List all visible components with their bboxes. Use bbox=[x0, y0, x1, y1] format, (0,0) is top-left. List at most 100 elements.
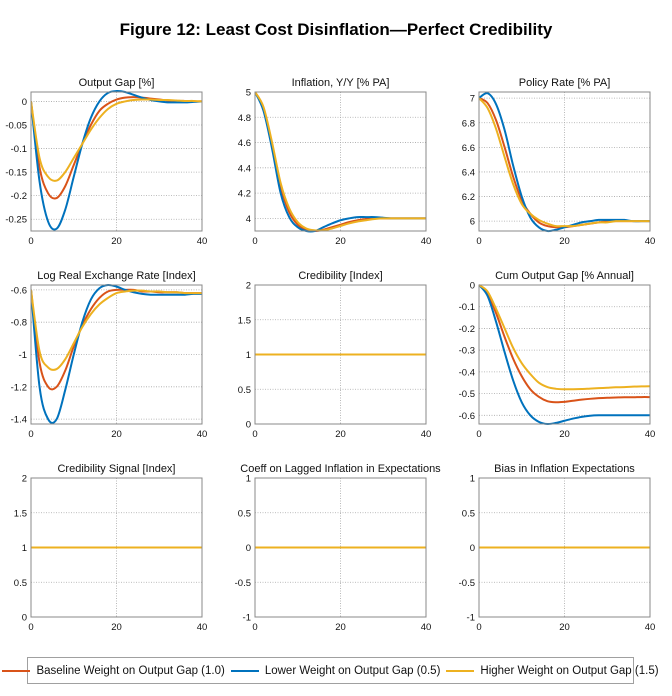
y-tick-label: 2 bbox=[246, 281, 251, 292]
y-tick-label: -0.5 bbox=[235, 578, 251, 589]
figure-title: Figure 12: Least Cost Disinflation—Perfe… bbox=[119, 20, 553, 39]
axes-box bbox=[254, 477, 427, 618]
axes-box bbox=[478, 284, 651, 425]
subplot-title: Log Real Exchange Rate [Index] bbox=[37, 270, 195, 282]
x-tick-label: 40 bbox=[645, 429, 656, 440]
series-line-lower bbox=[31, 90, 202, 231]
y-tick-label: -0.1 bbox=[11, 144, 27, 155]
y-tick-label: -0.8 bbox=[11, 318, 27, 329]
y-tick-label: 4.4 bbox=[238, 163, 251, 174]
x-tick-label: 20 bbox=[335, 429, 346, 440]
subplot-4: 0 20 40 -0.6 -0.8 -1 -1.2 -1.4 Log Real Exchange… bbox=[11, 270, 208, 440]
y-tick-label: -0.2 bbox=[11, 191, 27, 202]
y-tick-label: 4.8 bbox=[238, 113, 251, 124]
x-tick-label: 0 bbox=[252, 622, 257, 633]
legend-label-lower: Lower Weight on Output Gap (0.5) bbox=[264, 664, 441, 677]
subplot-9: 0 20 40 1 0.5 0 -0.5 -1 Bias in Inflation Expect… bbox=[459, 463, 656, 633]
y-tick-label: -1 bbox=[19, 350, 27, 361]
y-tick-label: 0.5 bbox=[14, 578, 27, 589]
x-tick-label: 0 bbox=[252, 236, 257, 247]
x-tick-label: 0 bbox=[476, 622, 481, 633]
x-tick-label: 40 bbox=[645, 236, 656, 247]
subplot-7: 0 20 40 2 1.5 1 0.5 0 Credibility Signal [Index] bbox=[14, 463, 208, 633]
subplot-title: Output Gap [%] bbox=[79, 77, 155, 89]
legend-label-higher: Higher Weight on Output Gap (1.5) bbox=[480, 664, 659, 677]
y-tick-label: 0 bbox=[470, 543, 475, 554]
x-tick-label: 20 bbox=[559, 429, 570, 440]
subplot-1: 0 20 40 0 -0.05 -0.1 -0.15 -0.2 -0.25 Output Gap … bbox=[5, 77, 207, 247]
y-tick-label: 1 bbox=[246, 474, 251, 485]
axes-box bbox=[30, 91, 203, 232]
subplot-title: Bias in Inflation Expectations bbox=[494, 463, 635, 475]
axes-box bbox=[30, 284, 203, 425]
x-tick-label: 40 bbox=[645, 622, 656, 633]
series-line-lower bbox=[479, 284, 650, 426]
series-line-higher bbox=[479, 284, 650, 391]
subplot-title: Credibility Signal [Index] bbox=[57, 463, 175, 475]
y-tick-label: 2 bbox=[22, 474, 27, 485]
x-tick-label: 0 bbox=[28, 236, 33, 247]
y-tick-label: 1 bbox=[470, 474, 475, 485]
x-tick-label: 40 bbox=[421, 622, 432, 633]
series-line-higher bbox=[31, 98, 202, 182]
legend-swatch-baseline bbox=[2, 669, 31, 672]
y-tick-label: -0.3 bbox=[459, 346, 475, 357]
legend-swatch-lower bbox=[230, 669, 259, 672]
y-tick-label: 1.5 bbox=[238, 315, 251, 326]
y-tick-label: 0.5 bbox=[238, 508, 251, 519]
legend-item-baseline: Baseline Weight on Output Gap (1.0) bbox=[2, 664, 225, 677]
x-tick-label: 20 bbox=[335, 236, 346, 247]
x-tick-label: 20 bbox=[335, 622, 346, 633]
axes-box bbox=[478, 91, 651, 232]
subplot-title: Inflation, Y/Y [% PA] bbox=[292, 77, 390, 89]
series-line-higher bbox=[479, 97, 650, 228]
y-tick-label: 0 bbox=[22, 97, 27, 108]
y-tick-label: 1 bbox=[22, 543, 27, 554]
x-tick-label: 40 bbox=[197, 429, 208, 440]
y-tick-label: -0.2 bbox=[459, 324, 475, 335]
y-tick-label: 4.2 bbox=[238, 189, 251, 200]
y-tick-label: 6.8 bbox=[462, 118, 475, 129]
y-tick-label: -1.2 bbox=[11, 382, 27, 393]
y-tick-label: 0 bbox=[246, 543, 251, 554]
x-tick-label: 0 bbox=[28, 429, 33, 440]
y-tick-label: 7 bbox=[470, 94, 475, 105]
axes-box bbox=[254, 91, 427, 232]
x-tick-label: 0 bbox=[476, 236, 481, 247]
x-tick-label: 40 bbox=[421, 429, 432, 440]
subplot-title: Policy Rate [% PA] bbox=[519, 77, 611, 89]
subplot-title: Credibility [Index] bbox=[298, 270, 382, 282]
y-tick-label: -0.5 bbox=[459, 578, 475, 589]
axes-box bbox=[478, 477, 651, 618]
y-tick-label: 6.2 bbox=[462, 192, 475, 203]
x-tick-label: 20 bbox=[559, 236, 570, 247]
y-tick-label: -0.6 bbox=[11, 285, 27, 296]
x-tick-label: 20 bbox=[111, 622, 122, 633]
subplot-2: 0 20 40 5 4.8 4.6 4.4 4.2 4 Inflation, Y/Y [% PA] bbox=[238, 77, 432, 247]
y-tick-label: -1 bbox=[243, 613, 251, 624]
y-tick-label: 6.4 bbox=[462, 167, 475, 178]
y-tick-label: 6.6 bbox=[462, 143, 475, 154]
series-line-baseline bbox=[479, 284, 650, 404]
legend-item-higher: Higher Weight on Output Gap (1.5) bbox=[446, 664, 659, 677]
subplot-title: Coeff on Lagged Inflation in Expectation… bbox=[240, 463, 441, 475]
y-tick-label: 4 bbox=[246, 214, 251, 225]
x-tick-label: 40 bbox=[197, 622, 208, 633]
y-tick-label: 0.5 bbox=[462, 508, 475, 519]
series-line-higher bbox=[255, 91, 426, 232]
x-tick-label: 20 bbox=[111, 429, 122, 440]
legend-label-baseline: Baseline Weight on Output Gap (1.0) bbox=[36, 664, 225, 677]
series-line-lower bbox=[31, 283, 202, 424]
y-tick-label: 0 bbox=[22, 613, 27, 624]
y-tick-label: -1 bbox=[467, 613, 475, 624]
y-tick-label: 1.5 bbox=[14, 508, 27, 519]
subplot-3: 0 20 40 7 6.8 6.6 6.4 6.2 6 Policy Rate [% PA] bbox=[462, 77, 656, 247]
y-tick-label: -0.1 bbox=[459, 302, 475, 313]
series-line-higher bbox=[31, 289, 202, 371]
y-tick-label: -0.6 bbox=[459, 411, 475, 422]
subplot-8: 0 20 40 1 0.5 0 -0.5 -1 Coeff on Lagged Inflatio… bbox=[235, 463, 442, 633]
y-tick-label: -0.15 bbox=[5, 168, 27, 179]
subplot-title: Cum Output Gap [% Annual] bbox=[495, 270, 634, 282]
y-tick-label: -0.25 bbox=[5, 215, 27, 226]
